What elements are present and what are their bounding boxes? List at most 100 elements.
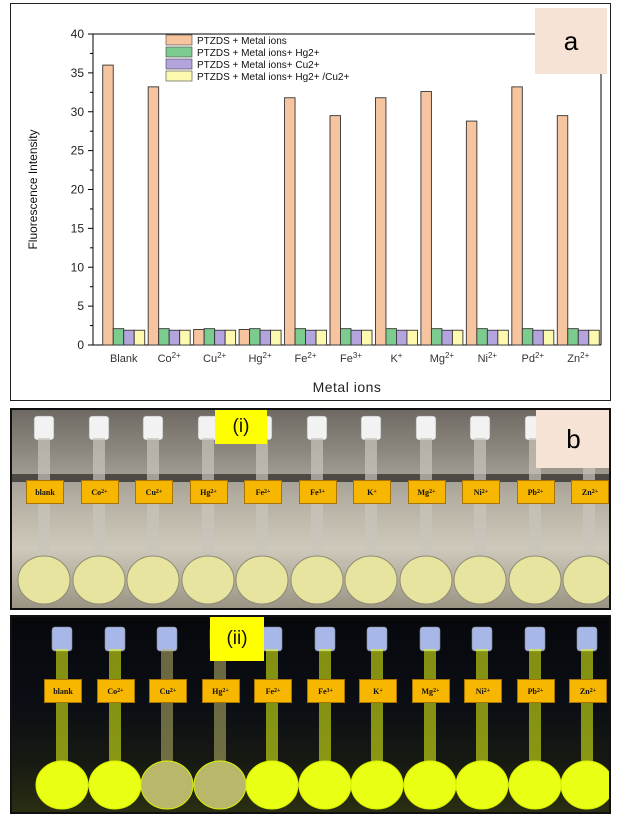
flask-label: Hg 2+ <box>201 679 240 703</box>
bar <box>294 328 306 346</box>
y-tick-label: 0 <box>77 338 84 352</box>
bar <box>350 329 362 346</box>
bar <box>249 328 261 346</box>
volumetric-flask <box>298 626 351 810</box>
flask-label: K + <box>353 480 391 504</box>
bar <box>542 329 555 346</box>
volumetric-flask <box>399 415 452 605</box>
flask <box>402 617 458 812</box>
flask-label: Cu 2+ <box>149 679 187 703</box>
y-tick-label: 10 <box>71 260 85 274</box>
bar <box>193 329 205 346</box>
bar <box>305 329 317 346</box>
flask <box>139 617 195 812</box>
bar <box>123 329 135 346</box>
panel-b-badge: b <box>536 410 609 468</box>
volumetric-flask <box>72 415 125 605</box>
panel-a-chart: 0 5 10 15 20 25 30 35 40 Fluorescence Intensity Bl… <box>10 3 611 401</box>
x-tick-label: Cu2+ <box>203 351 227 366</box>
flask-label: Mg 2+ <box>411 679 450 703</box>
bar <box>567 328 579 346</box>
x-tick-label: K+ <box>390 351 402 366</box>
photo-i-label: (i) <box>215 410 267 444</box>
bar <box>588 329 600 346</box>
bar <box>430 328 443 346</box>
flask <box>87 617 143 812</box>
legend-swatch <box>165 34 193 46</box>
photo-i-daylight-flasks: blank Co 2+ Cu 2+ Hg 2+ Fe 2+ Fe 3+ K + Mg 2+ Ni 2+ Pb 2+ Z… <box>10 408 611 610</box>
flask <box>559 617 609 812</box>
flask-label: Co 2+ <box>80 480 119 504</box>
bar <box>224 329 237 346</box>
bar <box>329 115 341 346</box>
x-tick-label: Co2+ <box>158 351 182 366</box>
bar <box>112 328 125 346</box>
x-tick-label: Mg2+ <box>430 351 455 366</box>
bar <box>375 97 387 346</box>
flask <box>244 617 300 812</box>
flask-label: blank <box>26 480 64 504</box>
flask-label: Zn 2+ <box>569 679 607 703</box>
legend-label: PTZDS + Metal ions+ Cu2+ <box>197 60 320 71</box>
bar <box>340 328 352 346</box>
flask <box>16 410 72 608</box>
x-tick-label: Ni2+ <box>478 351 498 366</box>
flask <box>398 410 454 608</box>
x-axis-title: Metal ions <box>313 379 382 395</box>
flask-label: blank <box>44 679 82 703</box>
flask-label: Zn 2+ <box>571 480 609 504</box>
bar <box>511 86 523 346</box>
volumetric-flask <box>35 626 89 810</box>
volumetric-flask <box>181 415 234 605</box>
volumetric-flask <box>140 626 194 810</box>
flask <box>71 410 127 608</box>
flask <box>507 410 563 608</box>
bar <box>315 329 327 346</box>
volumetric-flask <box>245 626 299 810</box>
legend-label: PTZDS + Metal ions+ Hg2+ <box>197 48 320 59</box>
flask-label: Fe 2+ <box>244 480 282 504</box>
bar <box>147 86 160 346</box>
flask <box>343 410 399 608</box>
bar <box>238 329 251 346</box>
y-axis-title: Fluorescence Intensity <box>26 129 40 249</box>
volumetric-flask <box>290 415 343 605</box>
bar <box>270 329 282 346</box>
flask-label: Cu 2+ <box>135 480 173 504</box>
flask <box>180 410 236 608</box>
x-tick-label: Pd2+ <box>522 351 545 366</box>
bar <box>451 329 464 346</box>
bar <box>465 120 478 346</box>
volumetric-flask <box>453 415 507 605</box>
bar <box>158 328 170 346</box>
x-tick-label: Blank <box>110 353 138 365</box>
x-tick-label: Zn2+ <box>567 351 589 366</box>
volumetric-flask <box>560 626 609 810</box>
photo-ii-uv-flasks: blank Co 2+ Cu 2+ Hg 2+ Fe 2+ Fe 3+ K + Mg 2+ Ni 2+ Pb 2+ Z… <box>10 615 611 814</box>
volumetric-flask <box>126 415 180 605</box>
bar <box>361 329 373 346</box>
volumetric-flask <box>508 415 561 605</box>
volumetric-flask <box>508 626 561 810</box>
flask-label: Fe 3+ <box>306 679 345 703</box>
volumetric-flask <box>17 415 71 605</box>
flask <box>125 410 181 608</box>
photo-ii-label: (ii) <box>210 617 264 661</box>
bar <box>214 329 226 346</box>
bar <box>441 329 453 346</box>
flask <box>297 617 353 812</box>
bar <box>102 64 114 346</box>
legend-label: PTZDS + Metal ions <box>197 36 287 47</box>
legend-label: PTZDS + Metal ions+ Hg2+ /Cu2+ <box>197 72 349 83</box>
y-tick-label: 40 <box>71 27 85 41</box>
flask-label: Pb 2+ <box>516 679 555 703</box>
volumetric-flask <box>344 415 398 605</box>
flask-label: Hg 2+ <box>189 480 228 504</box>
bar <box>133 329 146 346</box>
legend-swatch <box>165 58 193 70</box>
flask-label: Mg 2+ <box>407 480 446 504</box>
y-tick-label: 35 <box>71 66 85 80</box>
flask-label: Ni 2+ <box>462 480 500 504</box>
y-tick-label: 20 <box>71 183 85 197</box>
flask <box>349 617 405 812</box>
